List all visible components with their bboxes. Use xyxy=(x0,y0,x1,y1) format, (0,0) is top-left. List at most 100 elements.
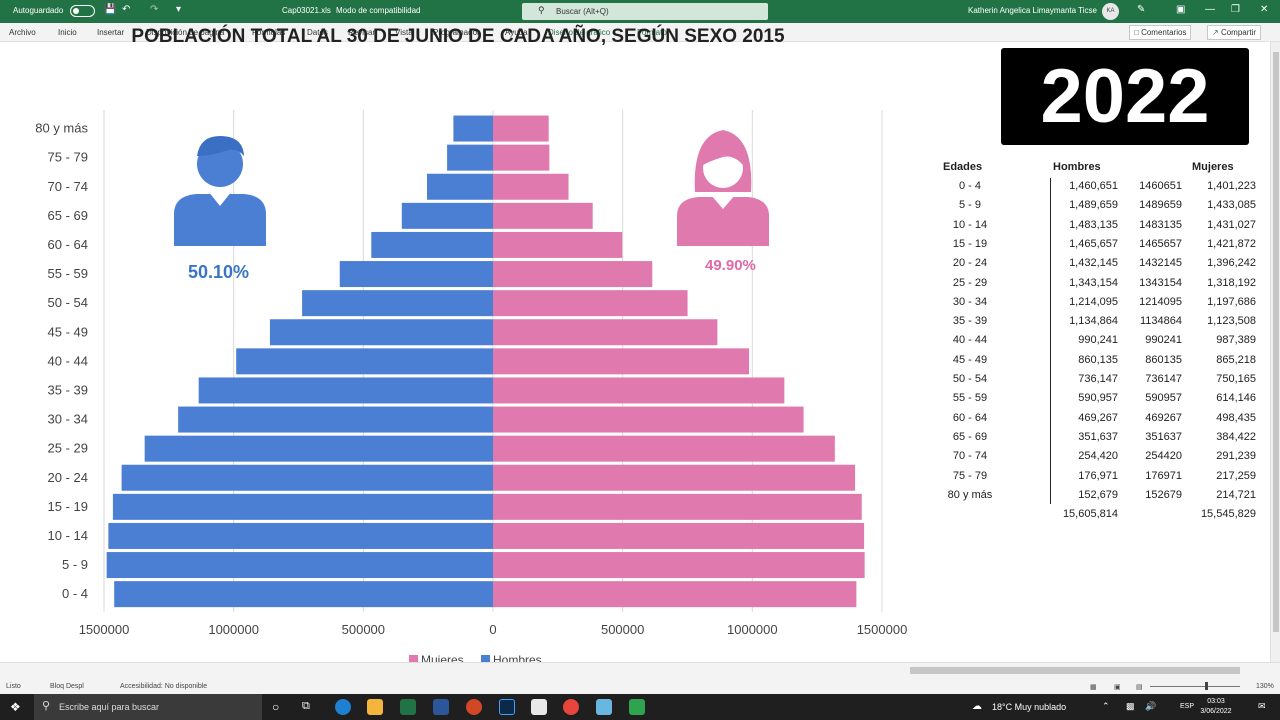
powerpoint-icon[interactable] xyxy=(466,699,482,715)
table-cell-men: 1,134,864 xyxy=(1069,315,1118,328)
search-icon: ⚲ xyxy=(538,5,545,15)
table-cell-women: 1,318,192 xyxy=(1207,276,1256,289)
tab-formato[interactable]: Formato xyxy=(637,28,667,37)
table-cell-men: 254,420 xyxy=(1078,450,1118,463)
search-icon: ⚲ xyxy=(42,700,51,712)
table-cell-men: 152,679 xyxy=(1078,488,1118,501)
table-cell-men-raw: 152679 xyxy=(1145,488,1182,501)
tab-disposicion[interactable]: Disposición de página xyxy=(146,28,225,37)
page-layout-icon[interactable]: ▣ xyxy=(1114,684,1121,691)
windows-start-icon[interactable]: ❖ xyxy=(10,700,21,714)
table-cell-men-raw: 254420 xyxy=(1145,450,1182,463)
table-cell-age: 25 - 29 xyxy=(952,276,988,289)
pen-icon[interactable]: ✎ xyxy=(1137,4,1146,15)
weather-icon[interactable]: ☁ xyxy=(972,701,982,712)
share-button[interactable]: ↗ Compartir xyxy=(1207,25,1262,40)
title-bar: Autoguardado 💾 ↶ ↷ ▾ Cap03021.xls Modo d… xyxy=(0,0,1280,23)
chrome-icon[interactable] xyxy=(563,699,579,715)
tab-archivo[interactable]: Archivo xyxy=(9,28,36,37)
network-icon[interactable]: ▩ xyxy=(1126,701,1135,711)
accessibility-status[interactable]: Accesibilidad: No disponible xyxy=(120,683,208,690)
save-icon[interactable]: 💾 xyxy=(104,4,117,15)
table-cell-men: 1,432,145 xyxy=(1069,257,1118,270)
notifications-chevron-icon[interactable]: ⌃ xyxy=(1102,701,1110,711)
vertical-scrollbar[interactable] xyxy=(1270,42,1280,662)
table-cell-men: 1,214,095 xyxy=(1069,295,1118,308)
table-cell-men-raw: 1214095 xyxy=(1139,295,1182,308)
user-name[interactable]: Katherin Angelica Limaymanta Ticse xyxy=(968,6,1097,15)
table-cell-age: 45 - 49 xyxy=(952,353,988,366)
tab-inicio[interactable]: Inicio xyxy=(58,28,77,37)
table-cell-age: 60 - 64 xyxy=(952,411,988,424)
status-ready: Listo xyxy=(6,683,21,690)
status-bar: Listo Bloq Despl Accesibilidad: No dispo… xyxy=(0,678,1280,694)
table-cell-age: 40 - 44 xyxy=(952,334,988,347)
excel-icon[interactable] xyxy=(400,699,416,715)
volume-icon[interactable]: 🔊 xyxy=(1145,701,1157,711)
tab-vista[interactable]: Vista xyxy=(395,28,413,37)
clock-date: 3/06/2022 xyxy=(1200,708,1232,715)
table-cell-women: 1,421,872 xyxy=(1207,237,1256,250)
edge-icon[interactable] xyxy=(335,699,351,715)
table-cell-men-raw: 176971 xyxy=(1145,469,1182,482)
table-cell-men-raw: 1465657 xyxy=(1139,237,1182,250)
table-cell-women: 1,197,686 xyxy=(1207,295,1256,308)
zoom-slider-handle[interactable] xyxy=(1205,682,1208,690)
table-cell-men: 1,460,651 xyxy=(1069,180,1118,192)
photoshop-icon[interactable] xyxy=(499,699,515,715)
table-header-edades: Edades xyxy=(943,161,983,173)
avatar[interactable]: KA xyxy=(1102,3,1119,20)
tab-formulas[interactable]: Fórmulas xyxy=(252,28,286,37)
taskbar-search-placeholder: Escribe aquí para buscar xyxy=(59,702,160,712)
tab-ayuda[interactable]: Ayuda xyxy=(505,28,528,37)
table-cell-women: 987,389 xyxy=(1216,334,1256,347)
language-indicator[interactable]: ESP xyxy=(1180,703,1195,710)
cortana-icon[interactable]: ○ xyxy=(272,700,280,714)
word-icon[interactable] xyxy=(433,699,449,715)
table-cell-men-raw: 990241 xyxy=(1145,334,1182,347)
chart-title[interactable]: POBLACIÓN TOTAL AL 30 DE JUNIO DE CADA A… xyxy=(131,26,785,47)
table-cell-age: 65 - 69 xyxy=(952,430,988,443)
table-cell-women: 1,123,508 xyxy=(1207,315,1256,328)
tab-programador[interactable]: Programador xyxy=(433,28,480,37)
table-cell-age: 5 - 9 xyxy=(958,199,981,212)
table-cell-men: 1,465,657 xyxy=(1069,237,1118,250)
page-break-icon[interactable]: ▤ xyxy=(1136,684,1143,691)
tab-datos[interactable]: Datos xyxy=(307,28,328,37)
maximize-icon[interactable]: ❐ xyxy=(1231,4,1240,15)
table-cell-men-raw: 1489659 xyxy=(1139,199,1182,212)
redo-icon[interactable]: ↷ xyxy=(150,4,159,15)
minimize-icon[interactable]: — xyxy=(1205,4,1215,15)
vertical-scroll-thumb[interactable] xyxy=(1273,52,1279,632)
horizontal-scroll-thumb[interactable] xyxy=(910,667,1240,674)
tab-insertar[interactable]: Insertar xyxy=(97,28,125,37)
status-scroll-lock: Bloq Despl xyxy=(50,683,84,690)
title-search-box[interactable]: ⚲ Buscar (Alt+Q) xyxy=(522,3,768,20)
file-explorer-icon[interactable] xyxy=(367,699,383,715)
autosave-toggle[interactable] xyxy=(70,5,95,17)
app-icon[interactable] xyxy=(596,699,612,715)
close-icon[interactable]: ✕ xyxy=(1260,4,1269,15)
table-cell-men: 351,637 xyxy=(1078,430,1118,443)
zoom-slider[interactable] xyxy=(1150,686,1240,687)
taskbar-search[interactable]: ⚲ Escribe aquí para buscar xyxy=(34,694,262,720)
taskbar-clock[interactable]: 03:03 3/06/2022 xyxy=(1196,697,1236,717)
table-cell-women: 217,259 xyxy=(1216,469,1256,482)
camtasia-icon[interactable] xyxy=(629,699,645,715)
document-icon[interactable] xyxy=(531,699,547,715)
weather-text[interactable]: 18°C Muy nublado xyxy=(992,702,1067,712)
action-center-icon[interactable]: ✉ xyxy=(1258,701,1266,711)
table-cell-men: 176,971 xyxy=(1078,469,1118,482)
undo-icon[interactable]: ↶ xyxy=(122,4,131,15)
sheet-tab-bar xyxy=(0,662,1280,678)
tab-diseno-grafico[interactable]: Diseño de gráfico xyxy=(548,28,611,37)
task-view-icon[interactable]: ⧉ xyxy=(302,700,310,712)
table-cell-men-raw: 1460651 xyxy=(1139,180,1182,192)
customize-toolbar-icon[interactable]: ▾ xyxy=(176,4,182,15)
tab-revisar[interactable]: Revisar xyxy=(348,28,376,37)
ribbon-display-icon[interactable]: ▣ xyxy=(1176,4,1186,15)
zoom-level[interactable]: 130% xyxy=(1256,683,1274,690)
comments-button[interactable]: □ Comentarios xyxy=(1129,25,1192,40)
chart-area[interactable] xyxy=(33,44,913,672)
normal-view-icon[interactable]: ▦ xyxy=(1090,684,1097,691)
